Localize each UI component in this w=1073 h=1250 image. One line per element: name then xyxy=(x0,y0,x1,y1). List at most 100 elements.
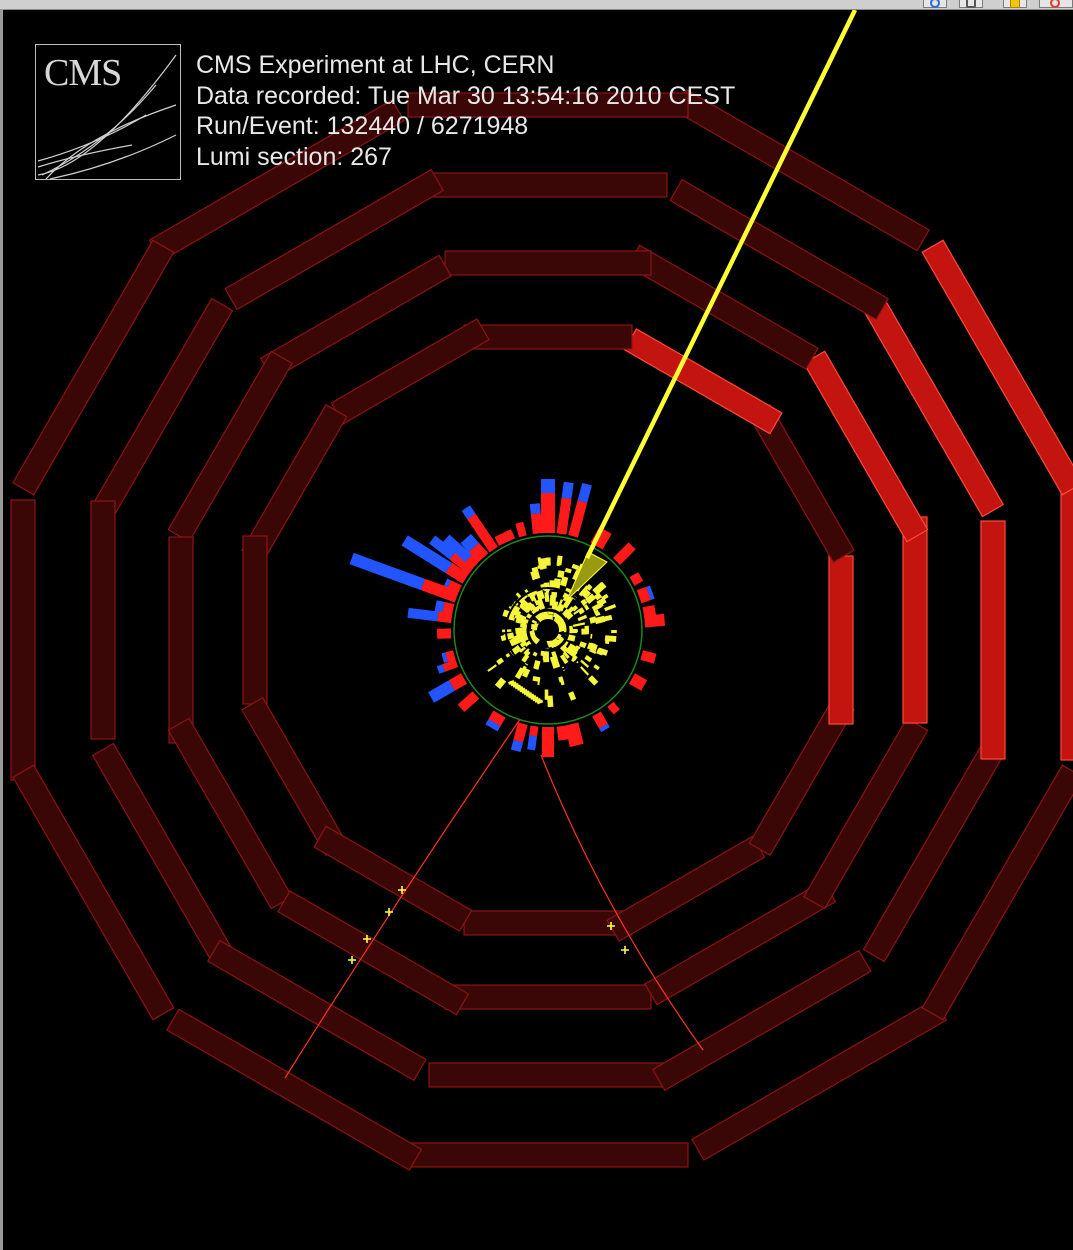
tracker-hit xyxy=(577,614,588,622)
tracker-hit xyxy=(512,682,520,688)
tracker-hit xyxy=(532,651,538,657)
tracker-hit xyxy=(510,681,517,687)
print-button[interactable] xyxy=(959,0,983,8)
tracker-hit xyxy=(514,684,522,690)
tracker-hit xyxy=(577,604,590,615)
tracker-hit xyxy=(568,635,574,640)
muon-chamber xyxy=(803,717,929,910)
tracker-hit xyxy=(553,578,561,590)
tracker-hit xyxy=(571,563,580,571)
calorimeter-towers xyxy=(349,479,666,757)
hcal-deposit xyxy=(442,534,472,563)
event-display: CMS CMS Experiment at LHC, CERN Data rec… xyxy=(3,10,1073,1250)
ecal-deposit xyxy=(420,578,459,603)
muon-chamber xyxy=(90,500,116,740)
tracker-hit xyxy=(516,685,524,691)
ecal-deposit xyxy=(607,701,620,715)
tracker-hit xyxy=(559,654,569,665)
tracker-hit xyxy=(535,590,545,601)
tracker-hit xyxy=(585,593,597,605)
tracker-hit xyxy=(508,679,515,685)
tracker-region xyxy=(453,535,643,725)
tracker-hit xyxy=(532,660,541,672)
muon-chamber xyxy=(1060,479,1073,761)
jet-cone xyxy=(566,551,608,601)
muon-chamber xyxy=(463,910,633,936)
muon-chambers xyxy=(10,89,1073,1171)
tracker-hit xyxy=(532,628,537,631)
folder-button[interactable] xyxy=(1003,0,1027,8)
tracker-hit xyxy=(578,585,590,597)
tracker-hit xyxy=(580,659,590,668)
ecal-deposit xyxy=(488,710,506,727)
tracker-hit xyxy=(519,617,529,624)
tracker-hit xyxy=(596,597,607,607)
inner-layer xyxy=(526,608,570,652)
ecal-deposit xyxy=(556,497,572,535)
muon-track-right xyxy=(540,754,704,1051)
experiment-label: CMS Experiment at LHC, CERN xyxy=(196,51,555,79)
ecal-deposit xyxy=(494,529,516,546)
tracker-hit xyxy=(514,667,525,680)
middle-layer xyxy=(505,587,591,673)
ecal-deposit xyxy=(541,493,555,533)
muon-chamber xyxy=(902,516,928,724)
ecal-deposit xyxy=(640,650,657,664)
tracker-hit xyxy=(596,648,605,656)
info-button[interactable] xyxy=(923,0,947,8)
tracker-hit xyxy=(549,595,557,605)
hcal-deposit xyxy=(529,503,541,515)
tracker-hit xyxy=(604,635,617,642)
muon-track-left xyxy=(284,714,524,1079)
close-icon xyxy=(1050,0,1060,8)
lumi-section: Lumi section: 267 xyxy=(196,142,392,171)
hit-marker xyxy=(363,935,371,943)
tracker-hit xyxy=(525,691,533,697)
hcal-deposit xyxy=(646,585,655,600)
tracker-hit xyxy=(559,644,569,653)
tracker-hit xyxy=(530,591,536,597)
hcal-deposit xyxy=(428,680,455,703)
tracker-hit xyxy=(547,695,554,708)
tracker-hit xyxy=(611,630,617,634)
hcal-deposit xyxy=(349,552,426,591)
beam-pipe xyxy=(537,619,559,641)
tracker-hit xyxy=(593,609,600,615)
tracker-hit xyxy=(594,615,606,625)
muon-tracks xyxy=(284,714,704,1079)
tracker-hit xyxy=(586,642,598,652)
tracker-hit xyxy=(572,622,586,627)
muon-chamber xyxy=(166,1008,423,1171)
info-icon xyxy=(930,0,940,8)
muon-chamber xyxy=(206,939,427,1082)
close-button[interactable] xyxy=(1039,0,1073,8)
tracker-hit xyxy=(531,624,537,630)
ecal-deposit xyxy=(445,562,469,584)
tracker-hit xyxy=(562,651,570,659)
tracker-hit xyxy=(531,619,538,625)
tracker-hit xyxy=(568,691,577,701)
tracker-hit xyxy=(522,626,528,632)
tracker-hit xyxy=(523,648,530,655)
tracker-hit xyxy=(545,557,551,566)
tracker-hit xyxy=(548,614,553,621)
jet-track xyxy=(584,10,858,559)
tracker-hit xyxy=(557,570,565,579)
ecal-deposit xyxy=(445,650,456,663)
cms-logo-text: CMS xyxy=(44,52,122,94)
hcal-deposit xyxy=(461,505,476,520)
tracker-hit xyxy=(562,595,574,609)
muon-chamber xyxy=(12,764,175,1021)
muon-chamber xyxy=(444,984,652,1010)
tracker-hit xyxy=(579,666,590,676)
tracker-hit xyxy=(505,652,511,658)
ecal-deposit xyxy=(629,673,648,691)
event-info: CMS Experiment at LHC, CERN Data recorde… xyxy=(196,50,735,172)
hcal-deposit xyxy=(443,578,451,588)
tracker-outline xyxy=(453,535,643,725)
tracker-hit xyxy=(537,557,543,569)
muon-chamber xyxy=(10,499,36,781)
hit-markers xyxy=(348,886,629,964)
tracker-hit xyxy=(556,555,563,566)
hcal-deposit xyxy=(599,723,610,733)
